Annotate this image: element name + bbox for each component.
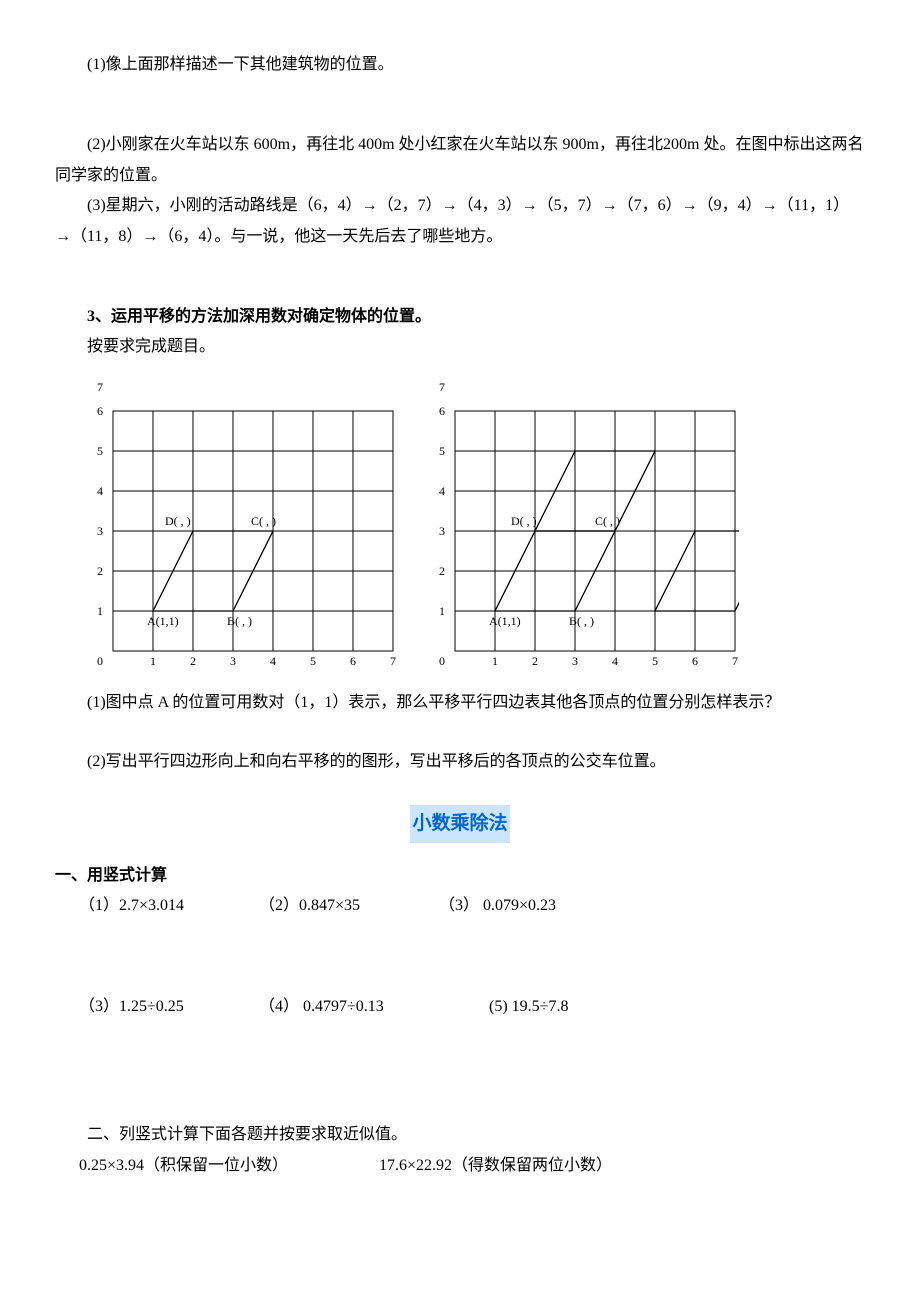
section2-title: 小数乘除法: [410, 805, 509, 843]
q3-p1: (1)图中点 A 的位置可用数对（1，1）表示，那么平移平行四边表其他各顶点的位…: [55, 688, 865, 718]
chart-left: 0 1 2 3 4 5 6 7 1 2 3 4 5 6 7 A(1,1) B( , ) D( , ) C( , ): [85, 369, 397, 682]
svg-text:6: 6: [97, 404, 103, 418]
svg-text:C( , ): C( , ): [595, 514, 620, 528]
svg-text:A(1,1): A(1,1): [489, 614, 521, 628]
svg-text:7: 7: [97, 380, 103, 394]
svg-text:2: 2: [97, 564, 103, 578]
calc-2-1: （3）1.25÷0.25: [79, 992, 259, 1022]
svg-text:5: 5: [439, 444, 445, 458]
svg-text:3: 3: [572, 654, 578, 668]
svg-text:4: 4: [270, 654, 276, 668]
charts-row: 012345671234567A(1,1)B( , )D( , )C( , ) …: [85, 369, 865, 682]
section2-h2: 二、列竖式计算下面各题并按要求取近似值。: [55, 1120, 865, 1150]
svg-text:4: 4: [612, 654, 618, 668]
q1-p1: (1)像上面那样描述一下其他建筑物的位置。: [55, 50, 865, 80]
svg-text:B( , ): B( , ): [569, 614, 594, 628]
calc-row-3: 0.25×3.94（积保留一位小数） 17.6×22.92（得数保留两位小数）: [79, 1151, 865, 1181]
calc-2-2: （4） 0.4797÷0.13: [259, 992, 489, 1022]
svg-text:6: 6: [350, 654, 356, 668]
svg-text:2: 2: [190, 654, 196, 668]
calc-3-2: 17.6×22.92（得数保留两位小数）: [379, 1151, 612, 1181]
svg-text:6: 6: [439, 404, 445, 418]
svg-text:7: 7: [390, 654, 396, 668]
calc-1-1: （1）2.7×3.014: [79, 891, 259, 921]
svg-text:5: 5: [310, 654, 316, 668]
svg-text:C( , ): C( , ): [251, 514, 276, 528]
svg-text:B( , ): B( , ): [227, 614, 252, 628]
svg-text:6: 6: [692, 654, 698, 668]
q1-p3: (3)星期六，小刚的活动路线是（6，4）→（2，7）→（4，3）→（5，7）→（…: [55, 191, 865, 252]
q3-intro: 按要求完成题目。: [55, 332, 865, 362]
svg-text:3: 3: [97, 524, 103, 538]
svg-text:3: 3: [230, 654, 236, 668]
svg-text:D( , ): D( , ): [165, 514, 191, 528]
svg-text:4: 4: [439, 484, 445, 498]
svg-text:1: 1: [439, 604, 445, 618]
svg-text:1: 1: [492, 654, 498, 668]
q3-p2: (2)写出平行四边形向上和向右平移的的图形，写出平移后的各顶点的公交车位置。: [55, 747, 865, 777]
svg-text:7: 7: [439, 380, 445, 394]
svg-text:2: 2: [532, 654, 538, 668]
calc-1-2: （2）0.847×35: [259, 891, 439, 921]
svg-text:5: 5: [97, 444, 103, 458]
calc-2-3: (5) 19.5÷7.8: [489, 992, 669, 1022]
svg-text:1: 1: [150, 654, 156, 668]
svg-text:4: 4: [97, 484, 103, 498]
calc-row-2: （3）1.25÷0.25 （4） 0.4797÷0.13 (5) 19.5÷7.…: [79, 992, 865, 1022]
q1-p2: (2)小刚家在火车站以东 600m，再往北 400m 处小红家在火车站以东 90…: [55, 130, 865, 191]
calc-3-1: 0.25×3.94（积保留一位小数）: [79, 1151, 379, 1181]
svg-text:0: 0: [97, 654, 103, 668]
q3-title: 3、运用平移的方法加深用数对确定物体的位置。: [55, 302, 865, 332]
svg-text:1: 1: [97, 604, 103, 618]
svg-text:3: 3: [439, 524, 445, 538]
svg-text:A(1,1): A(1,1): [147, 614, 179, 628]
svg-text:2: 2: [439, 564, 445, 578]
svg-text:7: 7: [732, 654, 738, 668]
calc-1-3: （3） 0.079×0.23: [439, 891, 619, 921]
chart-right: 0 1 2 3 4 5 6 7 1 2 3 4 5 6 7 A(1,1) B( , ) D( , ) C( , ): [427, 369, 739, 682]
calc-row-1: （1）2.7×3.014 （2）0.847×35 （3） 0.079×0.23: [79, 891, 865, 921]
svg-text:D( , ): D( , ): [511, 514, 537, 528]
section2-h1: 一、用竖式计算: [55, 861, 865, 891]
svg-text:5: 5: [652, 654, 658, 668]
svg-text:0: 0: [439, 654, 445, 668]
